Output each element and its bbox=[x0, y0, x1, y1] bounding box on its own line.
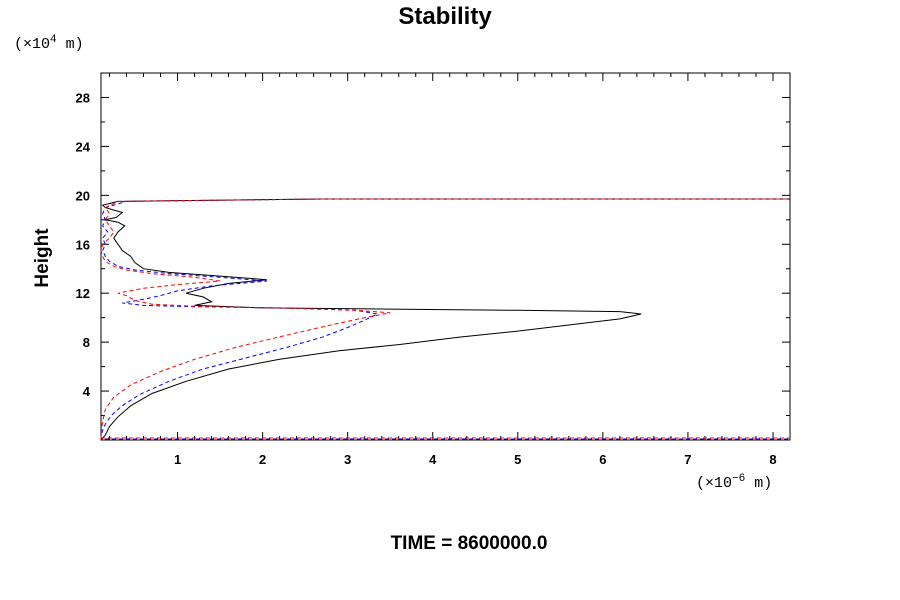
series-layer bbox=[100, 198, 790, 441]
y-tick-label: 20 bbox=[76, 188, 90, 203]
time-label: TIME = 8600000.0 bbox=[391, 533, 548, 554]
y-axis-label: Height bbox=[32, 228, 53, 288]
y-unit-base: (×10 bbox=[14, 36, 50, 53]
y-unit-exponent: 4 bbox=[50, 34, 57, 46]
series-line-2 bbox=[100, 198, 790, 440]
y-tick-label: 16 bbox=[76, 237, 90, 252]
x-tick-label: 8 bbox=[769, 452, 776, 467]
y-tick-label: 24 bbox=[76, 139, 91, 154]
plot-frame bbox=[100, 72, 791, 441]
x-tick-label: 5 bbox=[514, 452, 521, 467]
y-tick-label: 8 bbox=[83, 335, 90, 350]
series-line-1 bbox=[100, 198, 790, 441]
x-unit-base: (×10 bbox=[696, 475, 732, 492]
x-unit-exponent: −6 bbox=[732, 473, 745, 485]
x-tick-label: 2 bbox=[259, 452, 266, 467]
x-tick-label: 3 bbox=[344, 452, 351, 467]
series-line-3 bbox=[100, 198, 790, 440]
y-tick-label: 12 bbox=[76, 286, 90, 301]
x-tick-label: 7 bbox=[684, 452, 691, 467]
x-tick-label: 4 bbox=[429, 452, 437, 467]
x-tick-label: 1 bbox=[174, 452, 181, 467]
x-unit-tail: m) bbox=[745, 475, 772, 492]
y-tick-label: 28 bbox=[76, 90, 90, 105]
x-unit-label: (×10−6 m) bbox=[696, 473, 772, 492]
y-tick-label: 4 bbox=[83, 384, 91, 399]
chart-title: Stability bbox=[398, 3, 492, 30]
x-tick-label: 6 bbox=[599, 452, 606, 467]
y-unit-label: (×104 m) bbox=[14, 34, 84, 53]
y-unit-tail: m) bbox=[57, 36, 84, 53]
